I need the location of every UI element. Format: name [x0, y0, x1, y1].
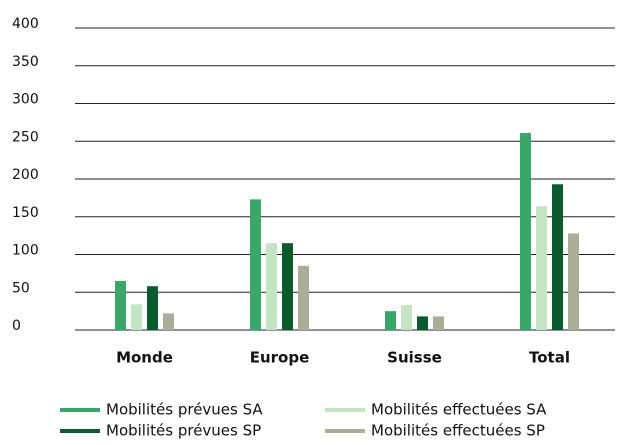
x-tick-label: Monde	[116, 349, 173, 367]
legend-label: Mobilités effectuées SP	[371, 422, 545, 440]
bar	[385, 311, 396, 330]
bar	[131, 304, 142, 330]
bar	[163, 313, 174, 330]
legend-swatch	[60, 408, 100, 412]
bar	[417, 316, 428, 330]
y-tick-label: 350	[12, 54, 39, 70]
bar	[552, 184, 563, 330]
x-tick-label: Total	[529, 349, 570, 367]
y-tick-label: 0	[12, 318, 21, 334]
legend-label: Mobilités prévues SA	[106, 401, 263, 419]
y-tick-label: 400	[12, 16, 39, 32]
x-tick-label: Europe	[250, 349, 310, 367]
bar	[520, 132, 531, 330]
legend-swatch	[325, 408, 365, 412]
bar	[568, 233, 579, 330]
legend-swatch	[60, 429, 100, 433]
bar	[250, 199, 261, 330]
y-tick-label: 200	[12, 167, 39, 183]
y-tick-label: 150	[12, 205, 39, 221]
bar	[536, 206, 547, 330]
legend-label: Mobilités effectuées SA	[371, 401, 547, 419]
bar	[401, 305, 412, 330]
bar	[147, 286, 158, 330]
bar	[282, 243, 293, 330]
y-tick-label: 100	[12, 243, 39, 259]
bar	[433, 316, 444, 330]
x-tick-label: Suisse	[387, 349, 442, 367]
bar	[115, 280, 126, 330]
bar	[266, 243, 277, 330]
legend-swatch	[325, 429, 365, 433]
y-tick-label: 50	[12, 280, 30, 296]
y-tick-label: 250	[12, 129, 39, 145]
bar	[298, 265, 309, 330]
y-tick-label: 300	[12, 92, 39, 108]
legend-label: Mobilités prévues SP	[106, 422, 261, 440]
